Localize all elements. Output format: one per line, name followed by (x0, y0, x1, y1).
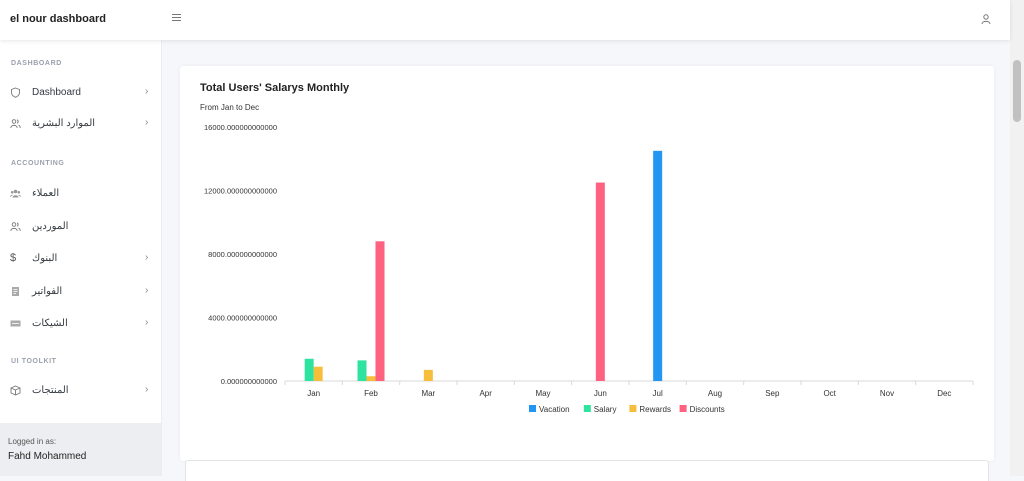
secondary-card (185, 460, 989, 481)
sidebar-heading-accounting: ACCOUNTING (11, 160, 65, 167)
sidebar-item-products[interactable]: المنتجات › (0, 380, 161, 404)
legend-label-discounts: Discounts (690, 405, 725, 414)
legend-label-vacation: Vacation (539, 405, 570, 414)
legend-swatch-discounts (679, 405, 687, 412)
sidebar-item-label: الفواتير (32, 286, 63, 297)
sidebar-item-dashboard[interactable]: Dashboard › (0, 82, 161, 106)
y-tick-label: 0.000000000000 (221, 377, 277, 386)
sidebar-heading-dashboard: DASHBOARD (11, 60, 62, 67)
chart-card: Total Users' Salarys Monthly From Jan to… (180, 66, 994, 461)
chart-subtitle: From Jan to Dec (200, 103, 260, 112)
legend-swatch-vacation (529, 405, 536, 412)
dollar-icon: $ (10, 252, 17, 264)
sidebar-item-customers[interactable]: العملاء (0, 183, 161, 207)
x-tick-label: Feb (364, 389, 378, 398)
bar-vacation-jul (653, 150, 663, 381)
x-tick-label: Mar (421, 389, 435, 398)
x-tick-label: Oct (823, 389, 836, 398)
sidebar-item-label: البنوك (32, 253, 58, 264)
sidebar-item-label: Dashboard (32, 87, 81, 98)
legend-swatch-rewards (629, 405, 637, 412)
chart-title: Total Users' Salarys Monthly (200, 82, 350, 94)
salary-bar-chart: 0.000000000000 4000.000000000000 8000.0000… (204, 123, 974, 414)
users-group-icon (10, 189, 21, 198)
bar-rewards-feb (366, 376, 376, 381)
x-tick-label: Jan (307, 389, 320, 398)
sidebar-heading-ui-toolkit: UI TOOLKIT (11, 358, 57, 365)
x-tick-label: Nov (880, 389, 894, 398)
y-tick-label: 4000.000000000000 (208, 314, 277, 323)
sidebar-item-label: الموردين (32, 221, 69, 232)
bar-discounts-feb (375, 241, 385, 381)
sidebar: DASHBOARD Dashboard › الموارد البشرية › … (0, 40, 162, 476)
sidebar-footer: Logged in as: Fahd Mohammed (0, 423, 161, 476)
bar-salary-jan (304, 358, 314, 381)
shield-icon (11, 87, 20, 98)
x-tick-label: Jul (653, 389, 663, 398)
y-tick-label: 16000.000000000000 (204, 123, 277, 132)
sidebar-item-label: العملاء (32, 188, 60, 199)
sidebar-item-hr[interactable]: الموارد البشرية › (0, 113, 161, 137)
sidebar-item-label: الموارد البشرية (32, 118, 96, 129)
user-icon[interactable] (980, 13, 992, 25)
logged-in-user: Fahd Mohammed (8, 451, 87, 462)
chevron-right-icon: › (145, 117, 149, 128)
x-tick-label: Sep (765, 389, 780, 398)
hamburger-icon[interactable] (172, 14, 181, 22)
top-bar: el nour dashboard (0, 0, 1010, 40)
bar-rewards-mar (423, 369, 433, 381)
sidebar-item-cheques[interactable]: الشيكات › (0, 313, 161, 337)
bar-rewards-jan (313, 366, 323, 381)
y-tick-label: 8000.000000000000 (208, 250, 277, 259)
chevron-right-icon: › (145, 317, 149, 328)
x-tick-label: Dec (937, 389, 951, 398)
brand-title[interactable]: el nour dashboard (10, 13, 106, 25)
x-tick-label: May (535, 389, 550, 398)
legend-swatch-salary (583, 405, 591, 412)
x-tick-label: Aug (708, 389, 722, 398)
box-icon (10, 385, 21, 396)
sidebar-item-banks[interactable]: $ البنوك › (0, 248, 161, 272)
legend-label-rewards: Rewards (639, 405, 671, 414)
users-icon (10, 119, 21, 129)
chevron-right-icon: › (145, 384, 149, 395)
users-icon (10, 222, 21, 232)
chevron-right-icon: › (145, 86, 149, 97)
cheque-icon (10, 320, 21, 327)
sidebar-item-invoices[interactable]: الفواتير › (0, 281, 161, 305)
sidebar-item-suppliers[interactable]: الموردين (0, 216, 161, 240)
bar-salary-feb (357, 360, 367, 381)
invoice-icon (12, 287, 19, 296)
bar-discounts-jun (595, 182, 605, 381)
y-tick-label: 12000.000000000000 (204, 187, 277, 196)
logged-in-label: Logged in as: (8, 437, 57, 446)
sidebar-item-label: المنتجات (32, 385, 69, 396)
chevron-right-icon: › (145, 285, 149, 296)
scrollbar-thumb[interactable] (1013, 60, 1021, 122)
sidebar-item-label: الشيكات (32, 318, 68, 329)
page-scrollbar[interactable] (1010, 0, 1024, 476)
legend-label-salary: Salary (594, 405, 617, 414)
chevron-right-icon: › (145, 252, 149, 263)
x-tick-label: Apr (479, 389, 492, 398)
x-tick-label: Jun (594, 389, 607, 398)
